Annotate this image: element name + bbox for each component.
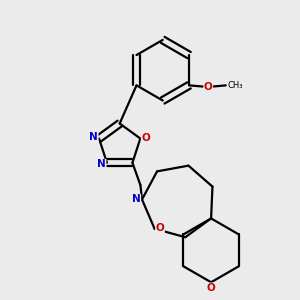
Text: N: N bbox=[89, 132, 98, 142]
Text: O: O bbox=[204, 82, 212, 92]
Text: O: O bbox=[141, 133, 150, 142]
Text: N: N bbox=[132, 194, 141, 205]
Text: N: N bbox=[97, 159, 106, 170]
Text: O: O bbox=[156, 223, 164, 233]
Text: O: O bbox=[207, 283, 215, 293]
Text: CH₃: CH₃ bbox=[227, 81, 243, 90]
